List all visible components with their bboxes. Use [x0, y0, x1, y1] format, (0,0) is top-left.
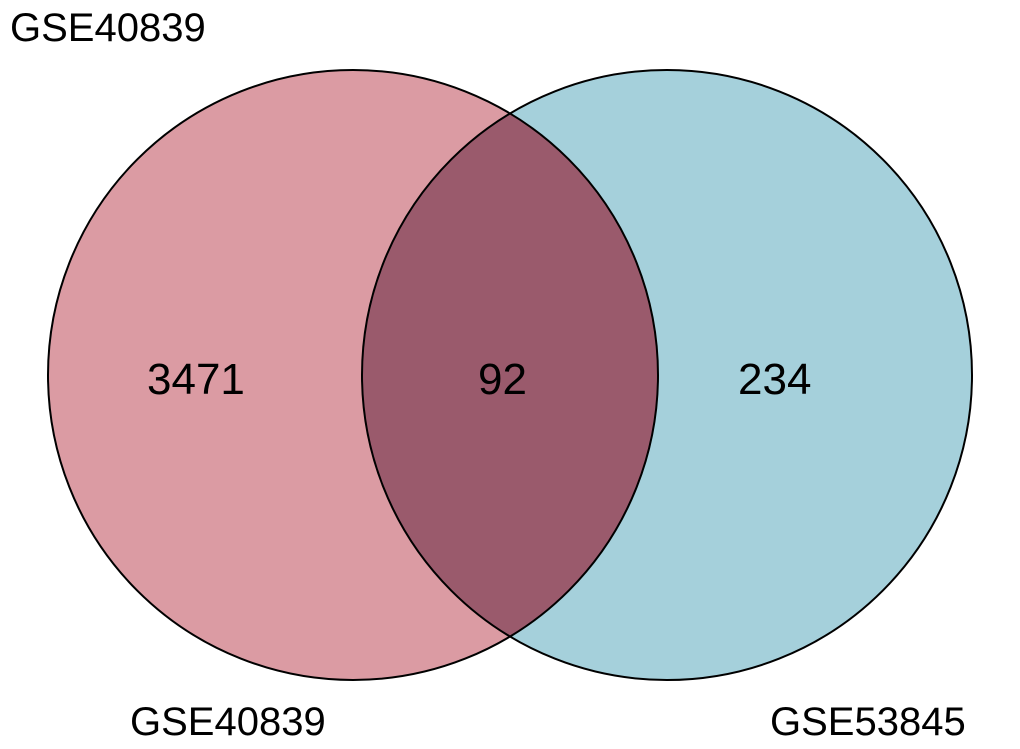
venn-right-count: 234	[738, 355, 811, 405]
venn-intersection-count: 92	[478, 355, 527, 405]
venn-left-title: GSE40839	[10, 6, 206, 51]
venn-right-title: GSE53845	[770, 700, 966, 745]
venn-left-count: 3471	[147, 355, 245, 405]
venn-diagram: GSE40839 GSE53845 3471 92 234 GSE40839	[0, 0, 1020, 749]
venn-left-bottom-title: GSE40839	[130, 700, 326, 745]
